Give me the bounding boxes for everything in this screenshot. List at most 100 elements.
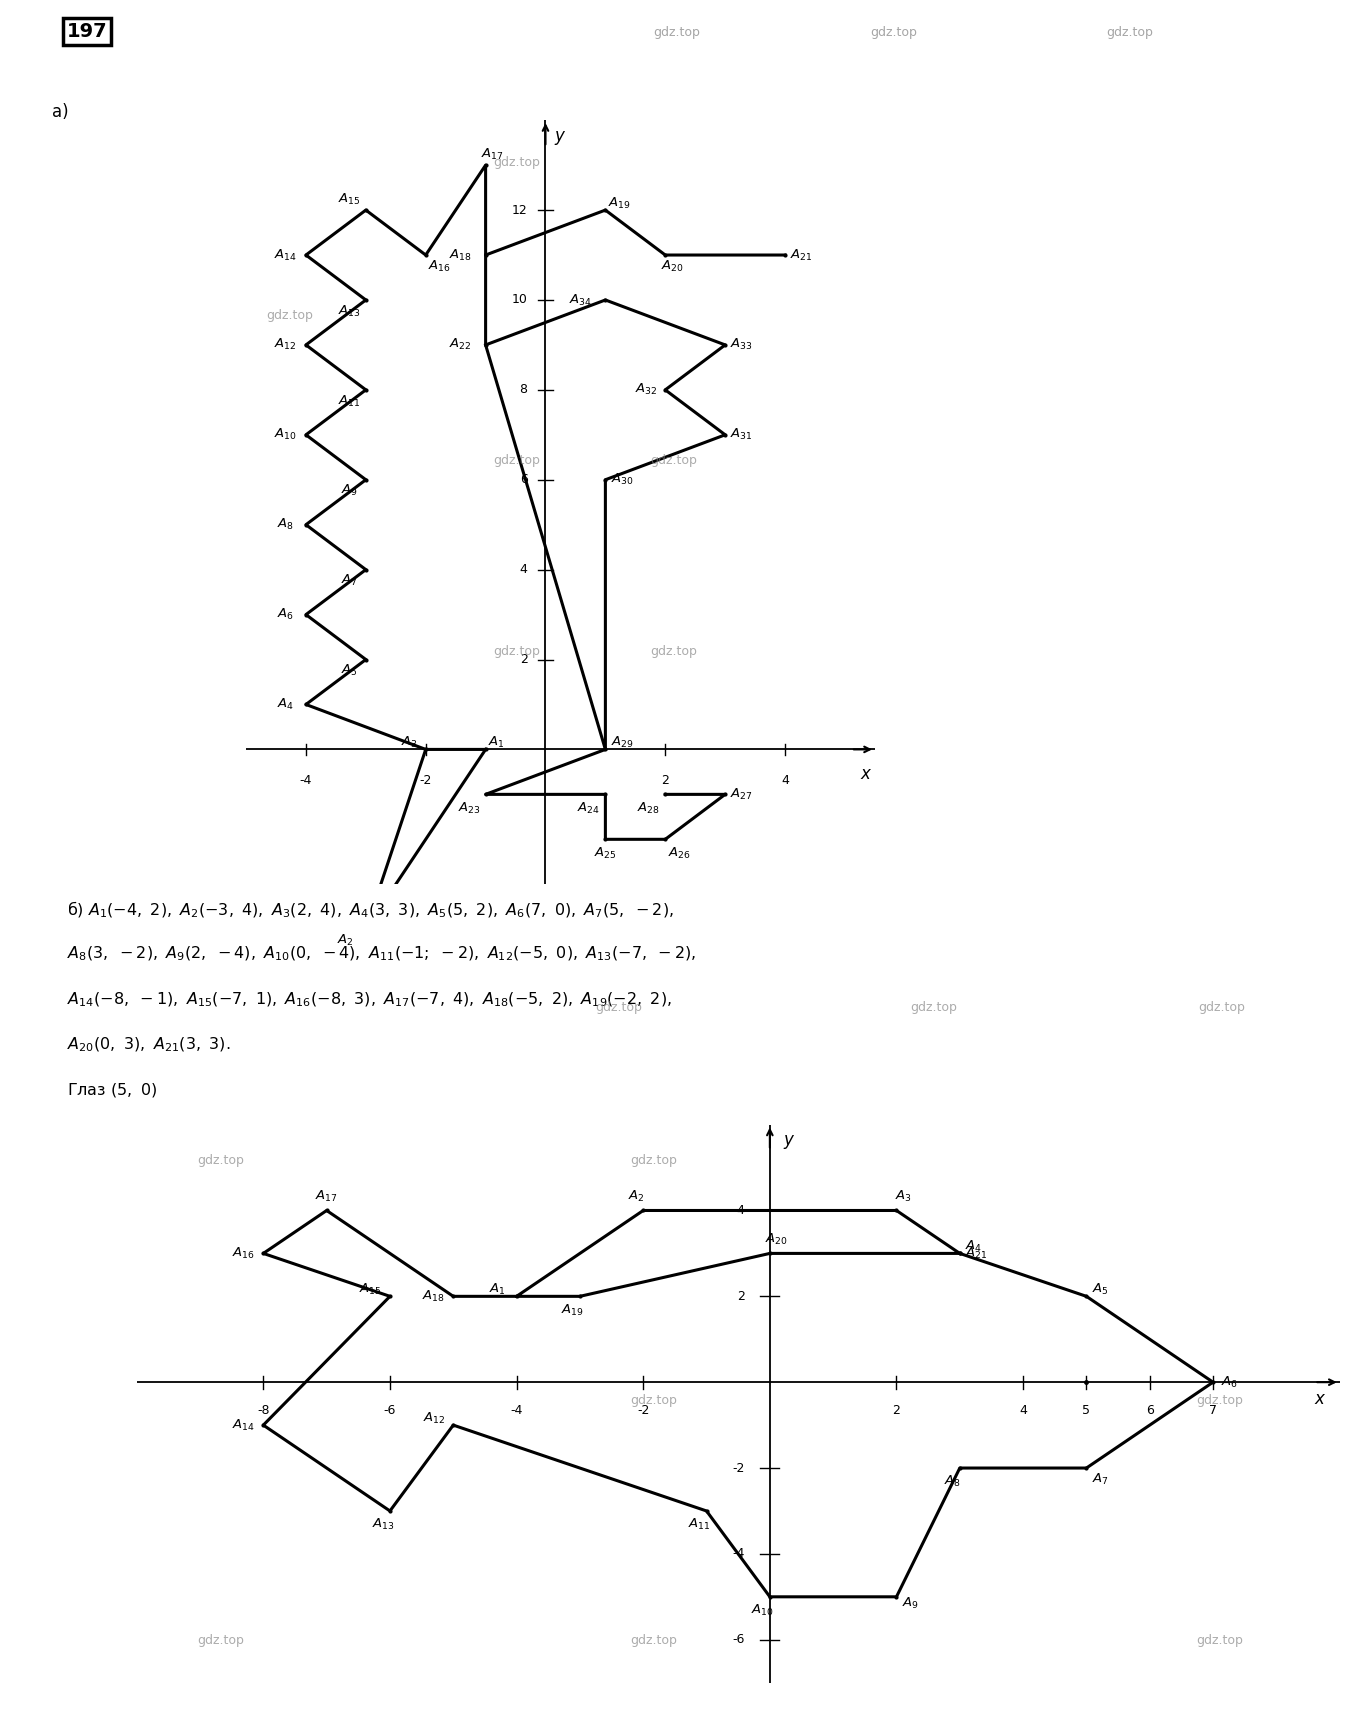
Text: gdz.top: gdz.top — [1106, 26, 1154, 39]
Text: $A_{6}$: $A_{6}$ — [276, 608, 294, 622]
Text: $A_{4}$: $A_{4}$ — [276, 697, 294, 713]
Text: $A_{11}$: $A_{11}$ — [338, 393, 361, 409]
Text: $A_{5}$: $A_{5}$ — [1092, 1283, 1109, 1296]
Text: gdz.top: gdz.top — [651, 453, 697, 467]
Text: $A_{20}(0,\ 3),\ A_{21}(3,\ 3).$: $A_{20}(0,\ 3),\ A_{21}(3,\ 3).$ — [67, 1035, 231, 1054]
Text: 197: 197 — [67, 22, 108, 41]
Text: $A_{9}$: $A_{9}$ — [340, 482, 358, 498]
Text: $A_{16}$: $A_{16}$ — [428, 259, 451, 273]
Text: $A_{16}$: $A_{16}$ — [232, 1247, 256, 1260]
Text: $A_{24}$: $A_{24}$ — [577, 800, 600, 816]
Text: 10: 10 — [511, 294, 528, 306]
Text: $A_{9}$: $A_{9}$ — [902, 1597, 919, 1611]
Text: 7: 7 — [1208, 1405, 1217, 1417]
Text: $A_{6}$: $A_{6}$ — [1221, 1375, 1239, 1389]
Text: $A_{15}$: $A_{15}$ — [338, 191, 361, 206]
Text: $A_{20}$: $A_{20}$ — [766, 1233, 789, 1247]
Text: $A_{8}$: $A_{8}$ — [945, 1475, 961, 1489]
Text: $A_{34}$: $A_{34}$ — [569, 292, 592, 307]
Text: $y$: $y$ — [554, 129, 567, 148]
Text: $x$: $x$ — [860, 766, 872, 783]
Text: 5: 5 — [1083, 1405, 1091, 1417]
Text: $A_{25}$: $A_{25}$ — [595, 846, 617, 860]
Text: $A_{21}$: $A_{21}$ — [790, 247, 813, 263]
Text: Глаз $(5,\ 0)$: Глаз $(5,\ 0)$ — [67, 1080, 157, 1099]
Text: $A_{2}$: $A_{2}$ — [336, 932, 353, 948]
Text: $A_{10}$: $A_{10}$ — [752, 1604, 774, 1617]
Text: $A_{2}$: $A_{2}$ — [627, 1190, 645, 1204]
Text: $A_{27}$: $A_{27}$ — [730, 786, 753, 802]
Text: gdz.top: gdz.top — [630, 1154, 678, 1166]
Text: -6: -6 — [384, 1405, 396, 1417]
Text: gdz.top: gdz.top — [653, 26, 700, 39]
Text: $A_{11}$: $A_{11}$ — [688, 1518, 711, 1532]
Text: $A_{19}$: $A_{19}$ — [562, 1303, 585, 1317]
Text: $A_{18}$: $A_{18}$ — [450, 247, 472, 263]
Text: $A_{14}$: $A_{14}$ — [273, 247, 297, 263]
Text: $A_{30}$: $A_{30}$ — [611, 472, 633, 488]
Text: $A_{22}$: $A_{22}$ — [450, 337, 472, 352]
Text: $A_{23}$: $A_{23}$ — [458, 800, 480, 816]
Text: $A_{20}$: $A_{20}$ — [660, 259, 684, 273]
Text: 2: 2 — [519, 652, 528, 666]
Text: -4: -4 — [510, 1405, 522, 1417]
Text: gdz.top: gdz.top — [1196, 1633, 1243, 1647]
Text: $A_{17}$: $A_{17}$ — [481, 146, 504, 161]
Text: $x$: $x$ — [1315, 1391, 1327, 1408]
Text: $A_{7}$: $A_{7}$ — [340, 573, 358, 589]
Text: $A_{14}$: $A_{14}$ — [232, 1418, 256, 1432]
Text: $A_{12}$: $A_{12}$ — [422, 1411, 446, 1425]
Text: $A_{17}$: $A_{17}$ — [316, 1190, 338, 1204]
Text: 4: 4 — [1020, 1405, 1027, 1417]
Text: gdz.top: gdz.top — [493, 646, 540, 658]
Text: $A_{3}$: $A_{3}$ — [895, 1190, 912, 1204]
Text: -2: -2 — [637, 1405, 649, 1417]
Text: -2: -2 — [733, 1461, 745, 1475]
Text: -6: -6 — [733, 1633, 745, 1647]
Text: -4: -4 — [733, 1547, 745, 1561]
Text: 4: 4 — [519, 563, 528, 577]
Text: $A_{18}$: $A_{18}$ — [422, 1289, 446, 1303]
Text: -4: -4 — [299, 774, 312, 786]
Text: gdz.top: gdz.top — [1199, 1001, 1245, 1015]
Text: $A_{15}$: $A_{15}$ — [360, 1283, 381, 1296]
Text: -8: -8 — [257, 1405, 269, 1417]
Text: $A_{5}$: $A_{5}$ — [340, 663, 358, 678]
Text: $A_{21}$: $A_{21}$ — [965, 1247, 988, 1260]
Text: $A_{1}$: $A_{1}$ — [489, 1283, 506, 1296]
Text: gdz.top: gdz.top — [197, 1633, 245, 1647]
Text: 4: 4 — [737, 1204, 745, 1217]
Text: gdz.top: gdz.top — [869, 26, 917, 39]
Text: $A_{14}(-8,\ -1),\ A_{15}(-7,\ 1),\ A_{16}(-8,\ 3),\ A_{17}(-7,\ 4),\ A_{18}(-5,: $A_{14}(-8,\ -1),\ A_{15}(-7,\ 1),\ A_{1… — [67, 991, 673, 1008]
Text: $A_{31}$: $A_{31}$ — [730, 428, 753, 443]
Text: $A_{7}$: $A_{7}$ — [1092, 1471, 1109, 1487]
Text: $A_{4}$: $A_{4}$ — [965, 1240, 983, 1253]
Text: 2: 2 — [737, 1289, 745, 1303]
Text: $A_{29}$: $A_{29}$ — [611, 735, 633, 750]
Text: $A_8(3,\ -2),\ A_9(2,\ -4),\ A_{10}(0,\ -4),\ A_{11}(-1;\ -2),\ A_{12}(-5,\ 0),\: $A_8(3,\ -2),\ A_9(2,\ -4),\ A_{10}(0,\ … — [67, 944, 696, 963]
Text: 2: 2 — [893, 1405, 901, 1417]
Text: $A_{12}$: $A_{12}$ — [273, 337, 297, 352]
Text: 6: 6 — [1146, 1405, 1154, 1417]
Text: gdz.top: gdz.top — [197, 1154, 245, 1166]
Text: gdz.top: gdz.top — [493, 453, 540, 467]
Text: gdz.top: gdz.top — [651, 646, 697, 658]
Text: $A_{1}$: $A_{1}$ — [488, 735, 504, 750]
Text: 6: 6 — [519, 474, 528, 486]
Text: gdz.top: gdz.top — [630, 1633, 678, 1647]
Text: gdz.top: gdz.top — [493, 156, 540, 168]
Text: 8: 8 — [519, 383, 528, 397]
Text: gdz.top: gdz.top — [910, 1001, 957, 1015]
Text: gdz.top: gdz.top — [267, 309, 313, 321]
Text: gdz.top: gdz.top — [1196, 1394, 1243, 1406]
Text: $A_{32}$: $A_{32}$ — [634, 383, 658, 397]
Text: $A_{10}$: $A_{10}$ — [273, 428, 297, 443]
Text: $A_{26}$: $A_{26}$ — [667, 846, 690, 860]
Text: а): а) — [52, 103, 68, 122]
Text: -2: -2 — [420, 774, 432, 786]
Text: gdz.top: gdz.top — [630, 1394, 678, 1406]
Text: 2: 2 — [662, 774, 670, 786]
Text: 12: 12 — [511, 204, 528, 216]
Text: $A_{3}$: $A_{3}$ — [401, 735, 417, 750]
Text: 4: 4 — [781, 774, 789, 786]
